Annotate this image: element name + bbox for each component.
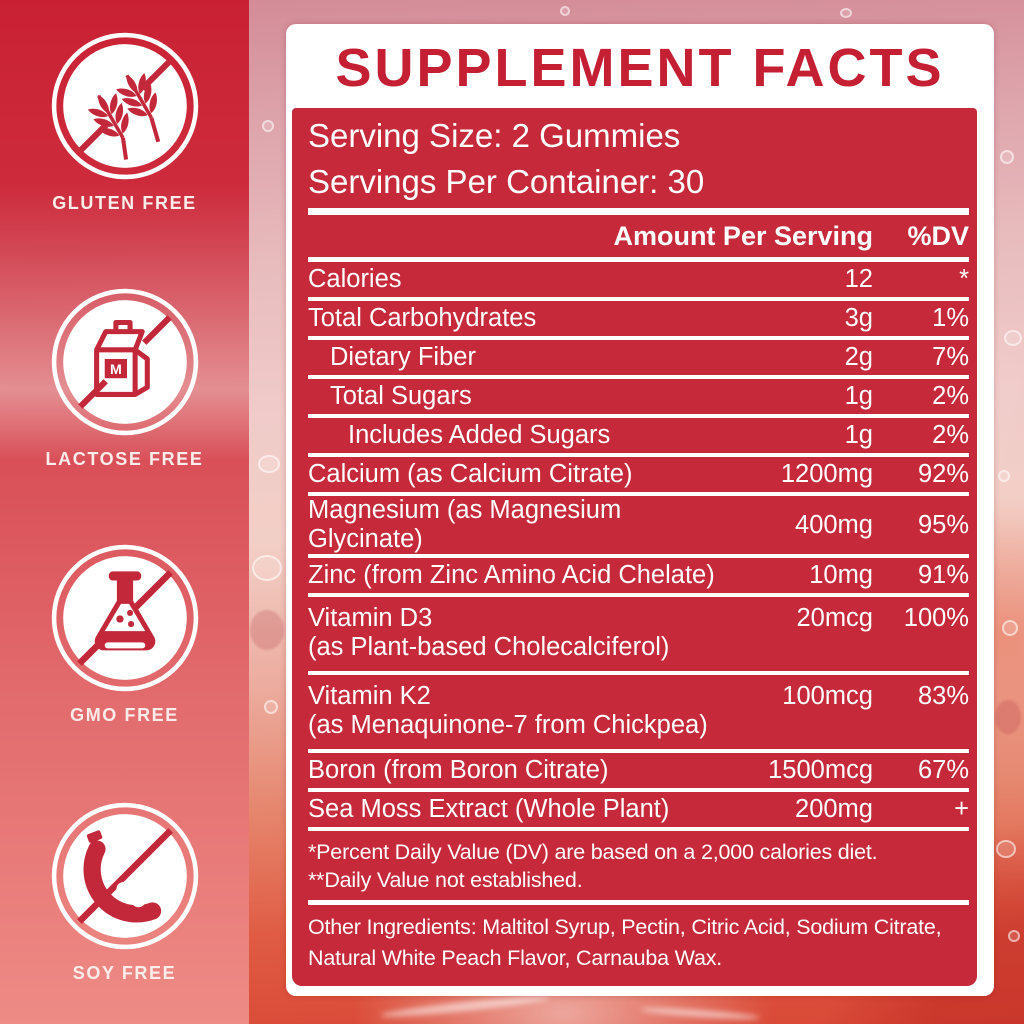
badge-lactose-free: M LACTOSE FREE: [0, 286, 249, 470]
nutrient-label: Dietary Fiber: [330, 343, 476, 371]
row-vitamin-k2: Vitamin K2 (as Menaquinone-7 from Chickpe…: [308, 675, 969, 753]
nutrient-dv: 92%: [917, 460, 969, 488]
footnote-dv: *Percent Daily Value (DV) are based on a…: [308, 840, 878, 864]
nutrient-dv: 1%: [932, 304, 969, 332]
badge-gluten-free: GLUTEN FREE: [0, 30, 249, 214]
nutrient-amount: 400mg: [795, 510, 873, 539]
row-dietary-fiber: Dietary Fiber 2g 7%: [308, 340, 969, 379]
row-zinc: Zinc (from Zinc Amino Acid Chelate) 10mg…: [308, 558, 969, 597]
bubble: [1002, 620, 1018, 636]
nutrient-dv: 83%: [917, 682, 969, 710]
bubble: [258, 455, 280, 473]
nutrient-label: Zinc (from Zinc Amino Acid Chelate): [308, 561, 715, 589]
wheat-icon: [51, 32, 198, 180]
nutrient-label: Vitamin K2 (as Menaquinone-7 from Chickpe…: [308, 682, 723, 740]
row-added-sugars: Includes Added Sugars 1g 2%: [308, 418, 969, 457]
milk-carton-icon: M: [51, 288, 198, 436]
row-calories: Calories 12 *: [308, 262, 969, 301]
supplement-facts-card: SUPPLEMENT FACTS Serving Size: 2 Gummies…: [286, 24, 994, 996]
bubble: [998, 470, 1010, 482]
column-header-dv: %DV: [907, 220, 969, 251]
nutrient-label: Boron (from Boron Citrate): [308, 756, 609, 784]
badge-label: SOY FREE: [72, 963, 177, 983]
bubble: [252, 555, 282, 581]
nutrient-label: Total Carbohydrates: [308, 304, 537, 332]
nutrient-dv: *: [959, 265, 969, 293]
row-total-carbohydrates: Total Carbohydrates 3g 1%: [308, 301, 969, 340]
nutrient-label: Total Sugars: [330, 382, 472, 410]
nutrient-label: Includes Added Sugars: [348, 421, 611, 449]
badge-gmo-free: GMO FREE: [0, 542, 249, 726]
left-badge-column: GLUTEN FREE M LACTOSE FREE: [0, 0, 249, 1024]
soy-pod-icon: [51, 802, 198, 950]
nutrient-label: Calcium (as Calcium Citrate): [308, 460, 633, 488]
nutrient-amount: 1200mg: [780, 460, 873, 488]
bubble: [1004, 330, 1022, 346]
row-boron: Boron (from Boron Citrate) 1500mcg 67%: [308, 753, 969, 792]
nutrient-amount: 12: [844, 265, 873, 293]
footnotes: *Percent Daily Value (DV) are based on a…: [308, 831, 969, 900]
row-total-sugars: Total Sugars 1g 2%: [308, 379, 969, 418]
facts-panel: Serving Size: 2 Gummies Servings Per Con…: [292, 108, 977, 986]
nutrient-amount: 20mcg: [796, 604, 873, 632]
nutrient-dv: 95%: [917, 510, 969, 539]
other-ingredients: Other Ingredients: Maltitol Syrup, Pecti…: [308, 915, 942, 970]
badge-label: GMO FREE: [70, 705, 179, 725]
nutrient-label: Sea Moss Extract (Whole Plant): [308, 795, 670, 823]
divider: [308, 208, 969, 215]
footnote-not-established: **Daily Value not established.: [308, 868, 583, 892]
column-header-amount: Amount Per Serving: [613, 220, 873, 251]
bubble: [840, 8, 852, 18]
splash-blob: [995, 700, 1021, 734]
svg-text:M: M: [109, 362, 121, 378]
nutrient-label: Magnesium (as Magnesium Glycinate): [308, 496, 622, 553]
nutrient-amount: 1g: [844, 382, 873, 410]
serving-size: Serving Size: 2 Gummies: [308, 117, 681, 154]
nutrient-amount: 3g: [844, 304, 873, 332]
bubble: [1000, 150, 1014, 164]
bubble: [560, 6, 570, 16]
servings-per-container: Servings Per Container: 30: [308, 163, 705, 200]
divider: [308, 257, 969, 262]
divider: [308, 900, 969, 905]
nutrient-dv: 91%: [917, 561, 969, 589]
row-vitamin-d3: Vitamin D3 (as Plant-based Cholecalcifero…: [308, 597, 969, 675]
column-header-row: Amount Per Serving %DV: [308, 215, 969, 257]
nutrient-dv: 2%: [932, 382, 969, 410]
nutrient-amount: 200mg: [795, 795, 873, 823]
row-sea-moss: Sea Moss Extract (Whole Plant) 200mg +: [308, 792, 969, 831]
nutrient-dv: 2%: [932, 421, 969, 449]
row-magnesium: Magnesium (as Magnesium Glycinate) 400mg…: [308, 496, 969, 558]
nutrient-dv: 100%: [903, 604, 969, 632]
nutrient-amount: 1g: [844, 421, 873, 449]
splash-blob: [250, 610, 284, 650]
bubble: [1008, 930, 1020, 942]
badge-label: GLUTEN FREE: [52, 193, 197, 213]
nutrient-amount: 10mg: [809, 561, 873, 589]
row-calcium: Calcium (as Calcium Citrate) 1200mg 92%: [308, 457, 969, 496]
nutrient-sublabel: (as Menaquinone-7 from Chickpea): [308, 711, 708, 739]
badge-label: LACTOSE FREE: [45, 449, 204, 469]
badge-soy-free: SOY FREE: [0, 800, 249, 984]
nutrient-sublabel: (as Plant-based Cholecalciferol): [308, 633, 670, 661]
bubble: [262, 120, 274, 132]
flask-icon: [51, 544, 198, 692]
nutrient-amount: 100mcg: [782, 682, 873, 710]
bubble: [264, 700, 278, 714]
nutrient-label: Vitamin D3 (as Plant-based Cholecalcifero…: [308, 604, 723, 662]
nutrient-dv: 67%: [917, 756, 969, 784]
nutrient-amount: 2g: [844, 343, 873, 371]
nutrient-label: Calories: [308, 265, 402, 293]
bubble: [996, 840, 1016, 858]
nutrient-dv: +: [954, 795, 969, 823]
panel-title: SUPPLEMENT FACTS: [335, 38, 945, 98]
nutrient-amount: 1500mcg: [768, 756, 873, 784]
nutrient-dv: 7%: [932, 343, 969, 371]
